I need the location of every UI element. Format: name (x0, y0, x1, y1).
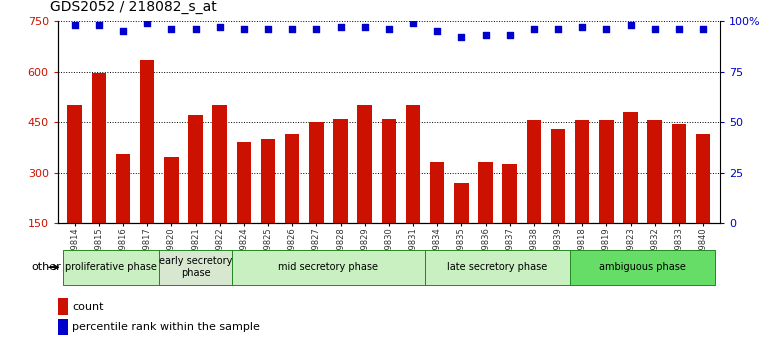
Text: percentile rank within the sample: percentile rank within the sample (72, 322, 260, 332)
Bar (648, 120, 662, 273)
Point (189, 27, 202, 32)
Bar (357, 105, 372, 273)
Bar (503, 164, 517, 273)
Point (527, 27, 540, 32)
Bar (696, 134, 710, 273)
Bar (68, 105, 82, 273)
Bar (309, 122, 323, 273)
Bar (430, 162, 444, 273)
Bar (159, 250, 232, 285)
Bar (213, 105, 227, 273)
Point (213, 24, 226, 30)
Bar (140, 60, 155, 273)
Bar (671, 124, 686, 273)
Text: GDS2052 / 218082_s_at: GDS2052 / 218082_s_at (50, 0, 217, 14)
Bar (188, 115, 203, 273)
Point (286, 27, 298, 32)
Point (673, 27, 685, 32)
Point (504, 33, 516, 38)
Bar (92, 73, 106, 273)
Text: proliferative phase: proliferative phase (65, 262, 157, 272)
Point (262, 27, 274, 32)
Text: mid secretory phase: mid secretory phase (279, 262, 378, 272)
Point (92, 22, 105, 28)
Point (431, 28, 444, 34)
Bar (478, 162, 493, 273)
Text: ambiguous phase: ambiguous phase (599, 262, 686, 272)
Bar (62, 250, 159, 285)
Point (238, 27, 250, 32)
Text: late secretory phase: late secretory phase (447, 262, 547, 272)
Point (600, 27, 612, 32)
Point (310, 27, 323, 32)
Point (359, 24, 371, 30)
Point (648, 27, 661, 32)
Text: other: other (31, 262, 61, 272)
Bar (551, 129, 565, 273)
Bar (333, 119, 348, 273)
Bar (116, 154, 130, 273)
Bar (261, 139, 275, 273)
Bar (164, 158, 179, 273)
Bar (236, 142, 251, 273)
Point (455, 35, 467, 40)
Point (697, 27, 709, 32)
Point (480, 33, 492, 38)
Point (141, 21, 153, 26)
Point (407, 21, 419, 26)
Point (166, 27, 178, 32)
Bar (623, 112, 638, 273)
Bar (382, 119, 396, 273)
Bar (425, 250, 570, 285)
Bar (454, 183, 469, 273)
Point (69, 22, 81, 28)
Text: count: count (72, 302, 104, 312)
Text: early secretory
phase: early secretory phase (159, 256, 233, 278)
Bar (58, 319, 69, 335)
Bar (232, 250, 425, 285)
Bar (285, 134, 300, 273)
Point (117, 28, 129, 34)
Bar (599, 120, 614, 273)
Bar (527, 120, 541, 273)
Bar (406, 105, 420, 273)
Bar (575, 120, 590, 273)
Point (552, 27, 564, 32)
Point (576, 24, 588, 30)
Point (624, 22, 637, 28)
Bar (570, 250, 715, 285)
Point (383, 27, 395, 32)
Point (334, 24, 346, 30)
Bar (58, 298, 69, 314)
